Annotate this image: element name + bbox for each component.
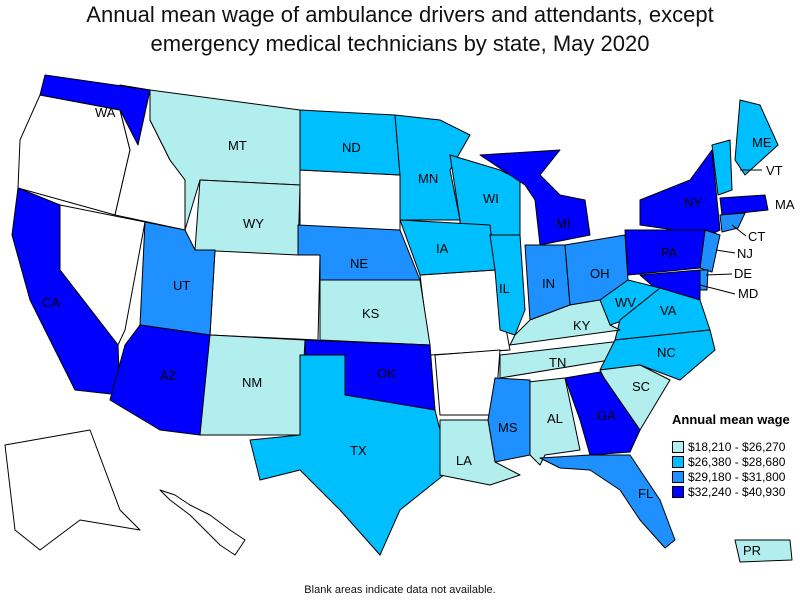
label-ks: KS <box>362 306 380 321</box>
legend-title: Annual mean wage <box>672 412 790 427</box>
legend-label-2: $26,380 - $28,680 <box>688 454 786 469</box>
label-nd: ND <box>342 140 361 155</box>
state-me <box>734 99 779 176</box>
label-nj: NJ <box>737 246 753 261</box>
label-wv: WV <box>615 295 636 310</box>
label-fl: FL <box>638 486 653 501</box>
label-tn: TN <box>549 355 566 370</box>
legend-label-1: $18,210 - $26,270 <box>688 439 786 454</box>
label-ga: GA <box>597 408 616 423</box>
state-ct <box>719 212 746 233</box>
label-ny: NY <box>684 195 702 210</box>
label-md: MD <box>738 286 758 301</box>
legend-label-3: $29,180 - $31,800 <box>688 469 786 484</box>
state-ak <box>4 429 141 551</box>
legend-swatch-1 <box>672 440 684 453</box>
state-ky <box>509 299 621 346</box>
label-ms: MS <box>498 420 518 435</box>
state-la <box>439 419 521 486</box>
label-mt: MT <box>228 138 247 153</box>
label-vt: VT <box>766 163 783 178</box>
label-pa: PA <box>661 245 678 260</box>
state-ga <box>564 371 641 456</box>
state-mi <box>479 149 591 246</box>
label-ky: KY <box>573 318 591 333</box>
map-legend: Annual mean wage $18,210 - $26,270 $26,3… <box>672 412 790 499</box>
label-wi: WI <box>483 191 499 206</box>
map-title: Annual mean wage of ambulance drivers an… <box>0 0 800 58</box>
state-mn <box>394 114 471 221</box>
label-ma: MA <box>775 197 795 212</box>
label-de: DE <box>734 266 752 281</box>
label-ne: NE <box>350 256 368 271</box>
label-nm: NM <box>242 375 262 390</box>
label-wy: WY <box>243 216 264 231</box>
legend-item: $32,240 - $40,930 <box>672 484 790 499</box>
state-ny <box>639 149 721 236</box>
state-va <box>614 287 711 341</box>
state-wa <box>39 74 151 146</box>
legend-swatch-3 <box>672 470 684 483</box>
legend-item: $18,210 - $26,270 <box>672 439 790 454</box>
state-co <box>209 249 321 341</box>
state-tx <box>249 354 451 556</box>
legend-label-4: $32,240 - $40,930 <box>688 484 786 499</box>
legend-swatch-4 <box>672 485 684 498</box>
label-ct: CT <box>748 229 765 244</box>
legend-item: $29,180 - $31,800 <box>672 469 790 484</box>
state-ma <box>719 194 769 216</box>
label-az: AZ <box>160 368 177 383</box>
label-va: VA <box>660 303 677 318</box>
label-sc: SC <box>632 379 650 394</box>
state-ms <box>487 377 531 463</box>
label-il: IL <box>499 281 510 296</box>
label-al: AL <box>547 411 563 426</box>
label-tx: TX <box>350 443 367 458</box>
label-ca: CA <box>42 295 60 310</box>
state-hi <box>159 489 246 556</box>
label-ia: IA <box>436 241 449 256</box>
title-line-1: Annual mean wage of ambulance drivers an… <box>86 2 714 27</box>
label-wa: WA <box>95 105 116 120</box>
state-vt <box>711 139 733 196</box>
label-mn: MN <box>418 171 438 186</box>
legend-swatch-2 <box>672 455 684 468</box>
label-me: ME <box>752 135 772 150</box>
label-nc: NC <box>657 345 676 360</box>
state-fl <box>539 454 676 549</box>
label-pr: PR <box>743 543 761 558</box>
map-footnote: Blank areas indicate data not available. <box>304 584 496 596</box>
label-in: IN <box>542 276 555 291</box>
label-mi: MI <box>556 216 570 231</box>
label-ok: OK <box>377 366 396 381</box>
state-pr <box>734 539 793 563</box>
label-ut: UT <box>173 278 190 293</box>
label-la: LA <box>456 453 472 468</box>
title-line-2: emergency medical technicians by state, … <box>150 31 650 56</box>
legend-item: $26,380 - $28,680 <box>672 454 790 469</box>
label-oh: OH <box>590 266 610 281</box>
